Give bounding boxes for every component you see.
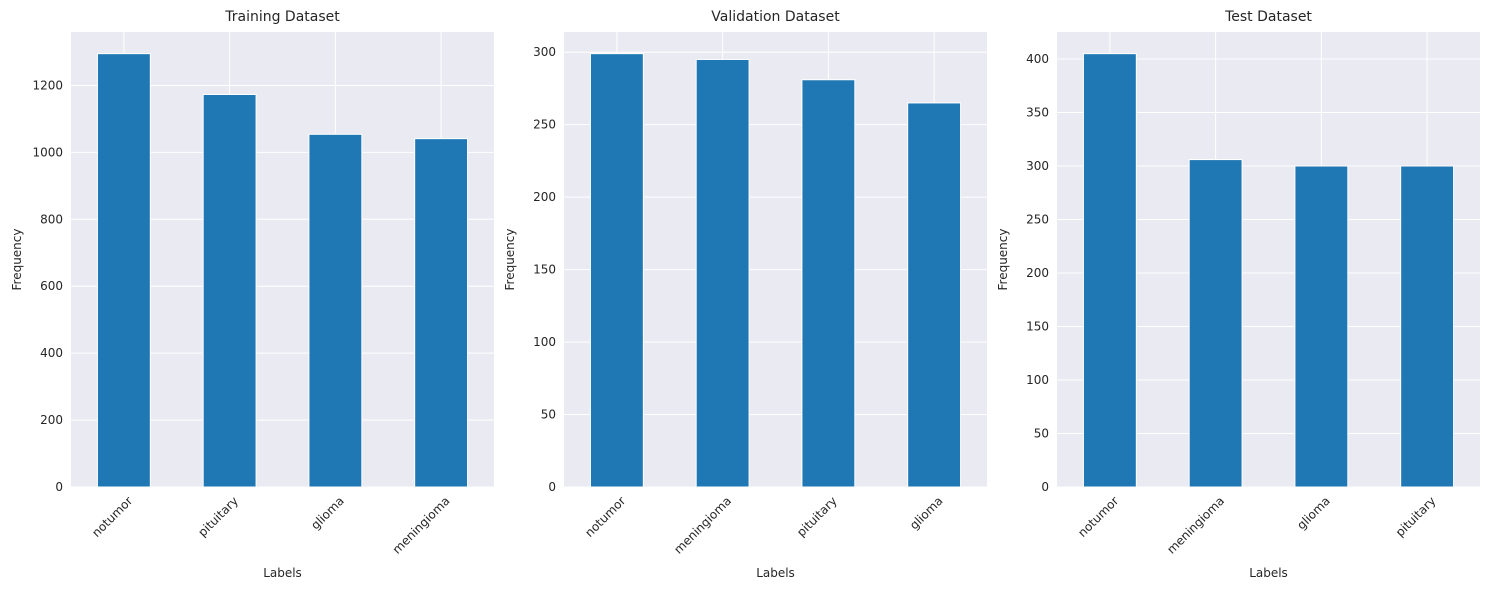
y-tick-label: 400 [40, 346, 63, 360]
x-tick-label: pituitary [1393, 494, 1439, 540]
x-axis-label: Labels [1249, 566, 1288, 580]
chart-title: Test Dataset [1224, 9, 1312, 25]
y-tick-label: 200 [1026, 266, 1049, 280]
x-tick-label: glioma [1294, 494, 1333, 533]
bar-meningioma [414, 138, 469, 488]
y-tick-label: 250 [533, 118, 556, 132]
y-axis-label: Frequency [10, 229, 24, 291]
chart-title: Validation Dataset [711, 9, 840, 25]
bar-notumor [589, 53, 644, 488]
y-tick-label: 100 [1026, 373, 1049, 387]
x-tick-label: glioma [907, 494, 946, 533]
x-axis-label: Labels [756, 566, 795, 580]
bar-pituitary [1400, 165, 1455, 488]
y-tick-label: 1200 [32, 78, 63, 92]
y-tick-label: 300 [533, 45, 556, 59]
bar-pituitary [202, 93, 257, 488]
y-tick-label: 150 [1026, 320, 1049, 334]
x-tick-label: meningioma [1164, 494, 1227, 557]
bar-notumor [1082, 53, 1137, 488]
x-axis-label: Labels [263, 566, 302, 580]
y-tick-label: 100 [533, 335, 556, 349]
x-tick-label: meningioma [671, 494, 734, 557]
bar-pituitary [801, 79, 856, 488]
y-tick-label: 400 [1026, 52, 1049, 66]
y-tick-label: 800 [40, 212, 63, 226]
y-tick-label: 50 [1034, 427, 1049, 441]
y-axis-label: Frequency [503, 229, 517, 291]
y-axis-label: Frequency [996, 229, 1010, 291]
y-tick-label: 0 [55, 480, 63, 494]
chart-title: Training Dataset [224, 9, 340, 25]
bar-glioma [907, 102, 962, 488]
x-tick-label: notumor [89, 494, 135, 540]
chart-panel-2: 0 50 100 150 200 250 300 notumor meningioma pitui… [503, 9, 987, 580]
chart-panel-3: 0 50 100 150 200 250 300 350 400 notumor meningiom… [996, 9, 1480, 580]
x-tick-label: notumor [582, 494, 628, 540]
x-tick-label: notumor [1075, 494, 1121, 540]
y-tick-label: 250 [1026, 213, 1049, 227]
bar-notumor [96, 53, 151, 488]
y-tick-label: 0 [1041, 480, 1049, 494]
y-tick-label: 600 [40, 279, 63, 293]
bar-meningioma [695, 58, 750, 488]
y-tick-label: 150 [533, 263, 556, 277]
x-tick-label: pituitary [794, 494, 840, 540]
y-tick-label: 200 [40, 413, 63, 427]
bar-glioma [1294, 165, 1349, 488]
y-tick-label: 50 [541, 408, 556, 422]
y-tick-label: 1000 [32, 145, 63, 159]
x-tick-label: pituitary [195, 494, 241, 540]
x-tick-label: meningioma [390, 494, 453, 557]
bar-meningioma [1188, 159, 1243, 488]
bar-glioma [308, 133, 363, 488]
y-tick-label: 200 [533, 190, 556, 204]
y-tick-label: 300 [1026, 159, 1049, 173]
chart-panel-1: 0 200 400 600 800 1000 1200 notumor pituitary gli… [10, 9, 494, 580]
y-tick-label: 0 [548, 480, 556, 494]
y-tick-label: 350 [1026, 106, 1049, 120]
x-tick-label: glioma [308, 494, 347, 533]
